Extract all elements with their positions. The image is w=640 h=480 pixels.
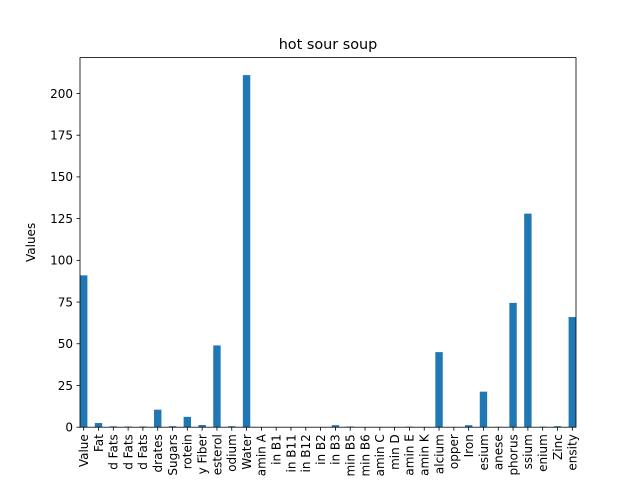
y-axis: 0 25 50 75 100 125 150 175 200: [50, 87, 80, 435]
x-tick-label: ssium: [521, 434, 535, 469]
x-tick-label: anese: [492, 434, 506, 470]
x-tick-label: min B5: [344, 434, 358, 476]
bar: [213, 345, 221, 428]
plot-area: [80, 57, 576, 428]
x-tick-label: drates: [151, 434, 165, 472]
bar: [479, 391, 488, 428]
x-tick-label: alcium: [432, 434, 446, 474]
x-tick-label: opper: [447, 434, 461, 469]
bar: [524, 213, 532, 428]
x-tick-label: amin A: [255, 433, 269, 476]
x-tick-label: d Fats: [136, 434, 150, 470]
bar: [154, 409, 162, 428]
x-tick-label: Value: [77, 434, 91, 467]
x-tick-label: in B1: [269, 434, 283, 465]
x-tick-label: Fat: [92, 434, 106, 452]
bar: [242, 75, 251, 428]
x-tick-label: Zinc: [551, 434, 565, 460]
y-tick-label: 125: [50, 212, 73, 226]
x-tick-label: ensity: [566, 434, 580, 470]
x-tick-label: min B6: [358, 434, 372, 476]
x-tick-label: d Fats: [107, 434, 121, 470]
bar: [109, 426, 118, 428]
x-tick-label: Water: [240, 434, 254, 470]
y-tick-label: 100: [50, 254, 73, 268]
x-tick-label: amin E: [403, 434, 417, 475]
bar: [198, 425, 206, 428]
y-tick-label: 0: [65, 421, 73, 435]
x-tick-label: amin C: [373, 434, 387, 476]
y-tick-label: 25: [58, 379, 73, 393]
bars-group: [80, 75, 576, 428]
y-tick-label: 200: [50, 87, 73, 101]
y-tick-label: 50: [58, 337, 73, 351]
x-tick-label: Iron: [462, 434, 476, 457]
x-tick-label: phorus: [506, 434, 520, 475]
x-tick-label: Sugars: [166, 434, 180, 475]
x-tick-label: y Fiber: [195, 434, 209, 474]
x-tick-label: esterol: [210, 434, 224, 475]
bar: [80, 275, 88, 428]
plot-frame: [79, 57, 577, 428]
x-tick-label: in B11: [284, 434, 298, 472]
x-tick-label: odium: [225, 434, 239, 472]
y-axis-label: Values: [24, 223, 38, 262]
x-tick-label: rotein: [181, 434, 195, 469]
y-tick-label: 75: [58, 295, 73, 309]
x-tick-label: enium: [536, 434, 550, 472]
bar: [94, 423, 103, 428]
x-tick-label: min D: [388, 434, 402, 470]
x-axis: Value Fat d Fats d Fats d Fats drates Sugars ro…: [77, 427, 580, 477]
x-tick-label: in B2: [314, 434, 328, 465]
bar: [568, 317, 576, 428]
x-tick-label: esium: [477, 434, 491, 470]
x-tick-label: in B3: [329, 434, 343, 465]
bar: [464, 425, 473, 428]
x-tick-label: in B12: [299, 434, 313, 472]
bar: [228, 426, 236, 428]
x-tick-label: amin K: [418, 433, 432, 476]
y-tick-label: 175: [50, 128, 73, 142]
chart-title: hot sour soup: [279, 37, 378, 53]
bar: [331, 425, 340, 428]
bar: [435, 352, 443, 428]
bar: [509, 302, 517, 428]
bar: [183, 416, 192, 428]
y-tick-label: 150: [50, 170, 73, 184]
bar: [168, 426, 177, 428]
x-tick-label: d Fats: [121, 434, 135, 470]
bar: [553, 426, 562, 428]
